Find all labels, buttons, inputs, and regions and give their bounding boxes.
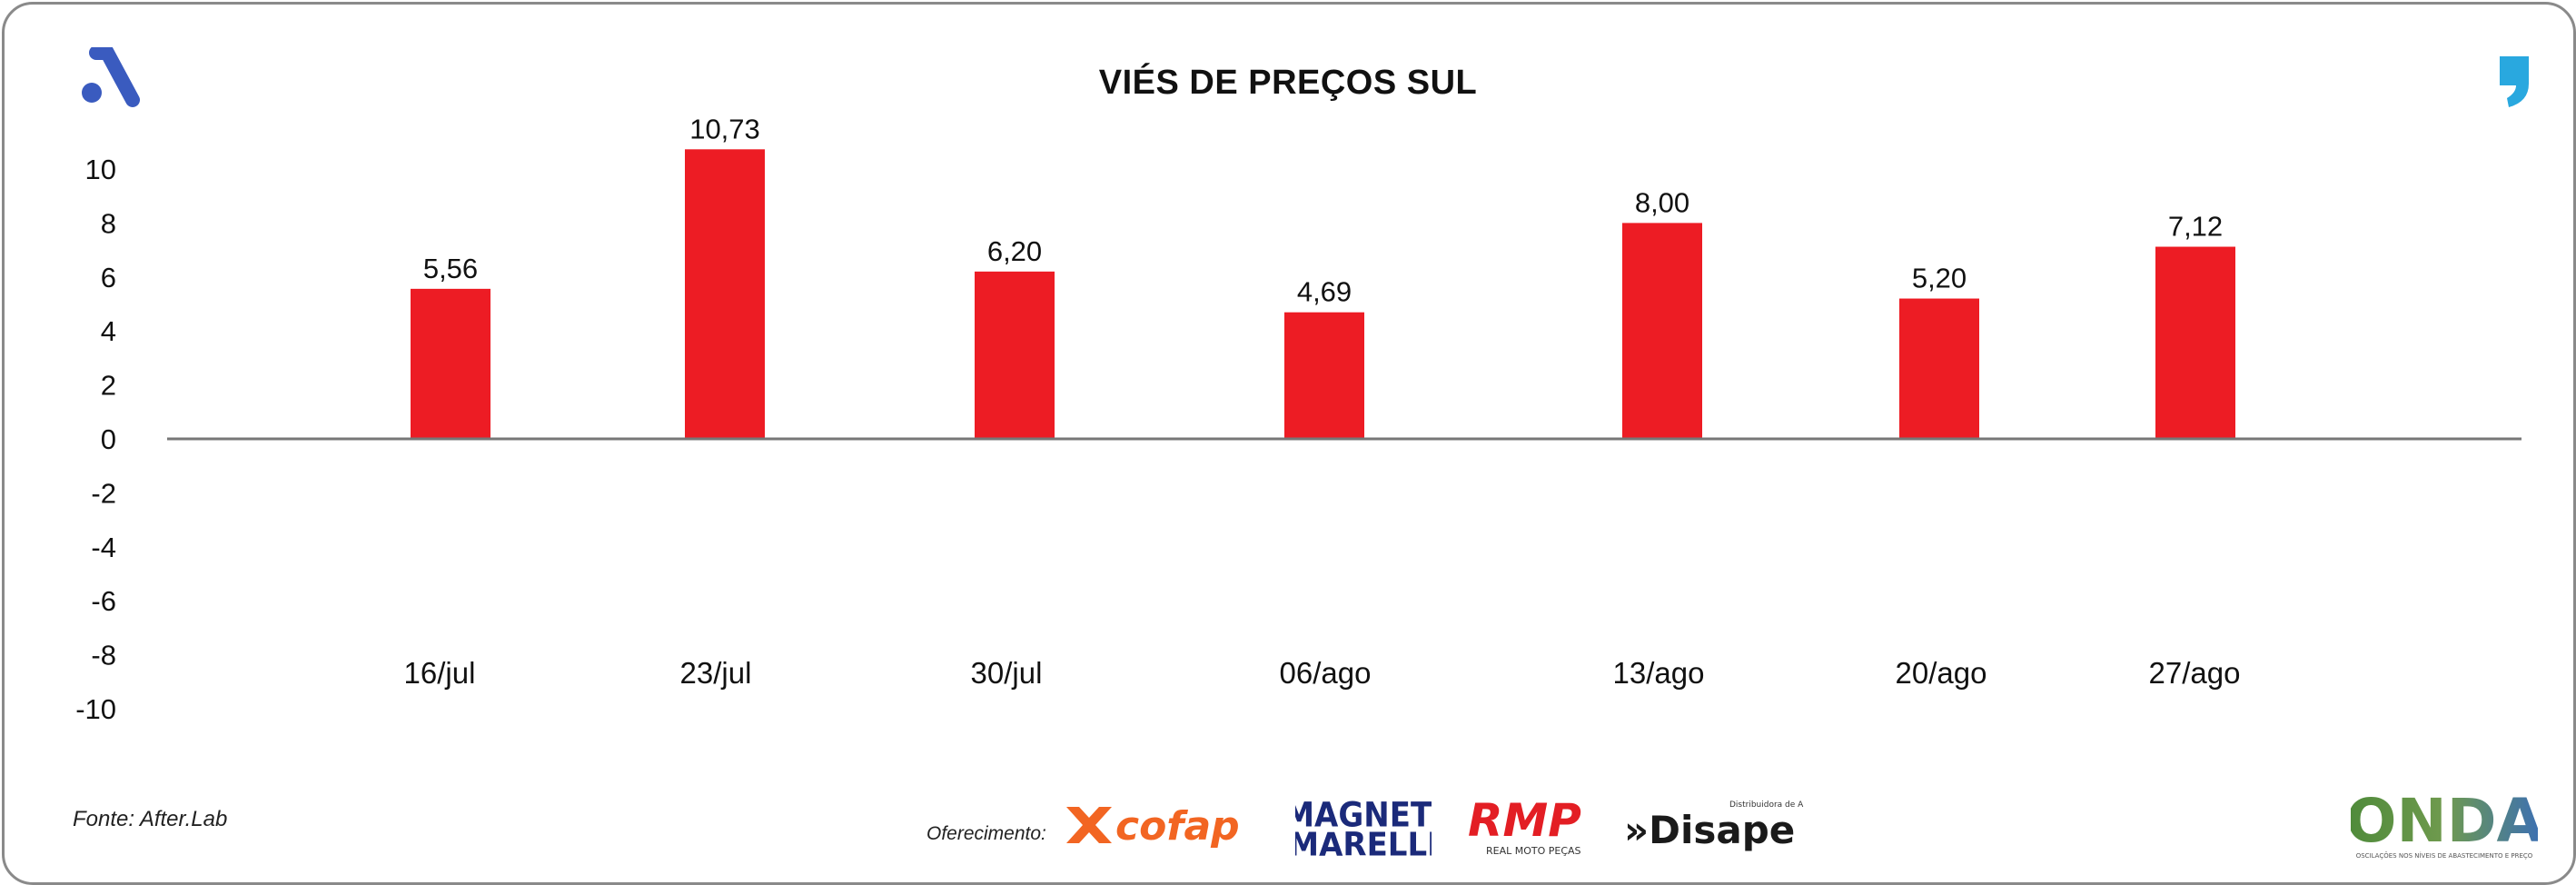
x-tick-label: 16/jul <box>404 656 476 690</box>
sponsor-label: Oferecimento: <box>926 823 1046 844</box>
rmp-subtext: REAL MOTO PEÇAS <box>1486 845 1581 857</box>
data-label: 8,00 <box>1635 186 1689 218</box>
x-tick-label: 06/ago <box>1280 656 1372 690</box>
y-tick-label: 2 <box>101 370 116 402</box>
y-tick-label: 0 <box>101 423 116 455</box>
data-label: 5,56 <box>423 253 478 284</box>
bar <box>411 288 490 439</box>
x-tick-label: 27/ago <box>2149 656 2241 690</box>
source-note: Fonte: After.Lab <box>73 807 228 831</box>
data-label: 7,12 <box>2168 211 2223 243</box>
brand-a-icon <box>82 47 140 107</box>
x-tick-label: 23/jul <box>680 656 752 690</box>
bar <box>685 149 765 439</box>
y-tick-label: 6 <box>101 262 116 293</box>
bar <box>975 271 1055 439</box>
y-tick-label: -4 <box>91 532 116 563</box>
quote-icon <box>2500 56 2529 107</box>
data-label: 4,69 <box>1297 276 1352 308</box>
marelli-text: MARELLI <box>1295 827 1432 861</box>
disape-logo: Distribuidora de Autopeças »Disape <box>1624 800 1804 852</box>
rmp-text: RMP <box>1468 796 1581 847</box>
bar <box>1899 298 1979 439</box>
y-tick-label: -6 <box>91 585 116 617</box>
data-label: 5,20 <box>1912 263 1967 294</box>
onda-text: ONDA <box>2351 789 2538 856</box>
onda-logo: ONDA OSCILAÇÕES NOS NÍVEIS DE ABASTECIME… <box>2351 789 2538 860</box>
x-tick-label: 13/ago <box>1613 656 1705 690</box>
disape-text: »Disape <box>1624 808 1795 852</box>
cofap-text: cofap <box>1115 803 1240 850</box>
x-tick-label: 30/jul <box>971 656 1043 690</box>
cofap-logo: cofap <box>1066 803 1240 850</box>
rmp-logo: RMP REAL MOTO PEÇAS <box>1468 796 1581 857</box>
x-tick-label: 20/ago <box>1896 656 1987 690</box>
y-tick-label: -2 <box>91 477 116 509</box>
y-tick-label: 4 <box>101 315 116 347</box>
bar <box>1284 312 1364 439</box>
chart-title: VIÉS DE PREÇOS SUL <box>1098 64 1478 102</box>
onda-subtext: OSCILAÇÕES NOS NÍVEIS DE ABASTECIMENTO E… <box>2356 851 2533 860</box>
y-tick-label: 10 <box>85 154 116 185</box>
magneti-text: MAGNETI <box>1295 796 1432 835</box>
disape-subtext: Distribuidora de Autopeças <box>1729 800 1804 810</box>
bar <box>2155 246 2235 439</box>
data-label: 10,73 <box>689 113 760 144</box>
y-tick-label: -10 <box>75 693 116 725</box>
data-label: 6,20 <box>987 235 1042 267</box>
y-tick-label: -8 <box>91 640 116 671</box>
magneti-marelli-logo: MAGNETI MARELLI <box>1295 796 1432 861</box>
y-tick-label: 8 <box>101 207 116 239</box>
bar <box>1622 223 1702 439</box>
